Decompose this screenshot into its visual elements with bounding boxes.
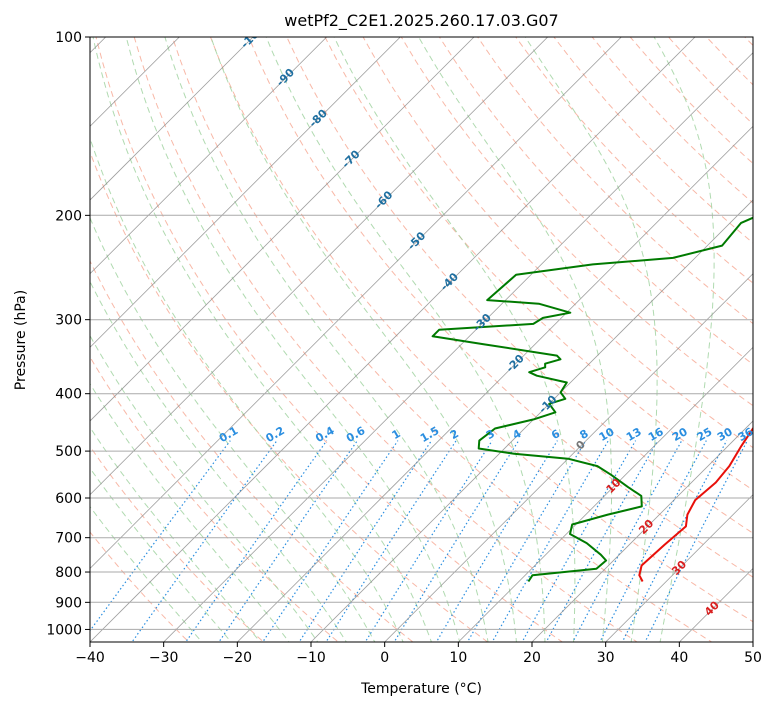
dry-adiabats xyxy=(90,37,753,642)
mixing-ratio-lines xyxy=(90,440,748,642)
moist-adiabat-line xyxy=(333,37,576,642)
mixing-ratio-line xyxy=(262,440,399,642)
mixing-ratio-line xyxy=(131,440,278,642)
mixing-ratio-line xyxy=(466,440,587,642)
x-tick-label: 30 xyxy=(597,650,615,666)
y-tick-label: 400 xyxy=(55,387,82,403)
isotherm-line xyxy=(163,52,753,642)
isotherm-line xyxy=(90,37,328,275)
isotherm-line xyxy=(90,37,180,127)
moist-adiabat-line xyxy=(92,37,432,642)
dry-adiabat-line xyxy=(515,37,753,284)
isotherm-line xyxy=(90,37,254,201)
mixing-ratio-line xyxy=(599,440,707,642)
mixing-ratio-line xyxy=(298,440,432,642)
isotherm-line xyxy=(531,420,753,642)
plot-frame xyxy=(89,36,754,643)
isotherm-line xyxy=(384,273,753,642)
x-tick-label: −10 xyxy=(296,650,326,666)
y-tick-label: 600 xyxy=(55,491,82,507)
isotherm-line xyxy=(310,199,753,642)
y-tick-label: 500 xyxy=(55,444,82,460)
isotherm-line xyxy=(236,125,753,642)
x-tick-label: 40 xyxy=(670,650,688,666)
mixing-ratio-line xyxy=(572,440,683,642)
dry-adiabat-line xyxy=(90,150,489,642)
dry-adiabat-line xyxy=(95,37,564,642)
isotherm-line xyxy=(90,37,696,642)
mixing-ratio-line xyxy=(435,440,558,642)
dry-adiabat-line xyxy=(209,37,753,623)
y-tick-label: 700 xyxy=(55,531,82,547)
profile-lines xyxy=(431,216,753,583)
isotherm-line xyxy=(457,346,753,642)
dry-adiabat-line xyxy=(324,37,753,491)
y-tick-label: 300 xyxy=(55,313,82,329)
mixing-ratio-line xyxy=(644,440,748,642)
mixing-ratio-line xyxy=(521,440,637,642)
x-tick-label: −40 xyxy=(75,650,105,666)
mixing-ratio-line xyxy=(621,440,728,642)
dry-adiabat-line xyxy=(248,37,753,578)
y-tick-label: 800 xyxy=(55,565,82,581)
dry-adiabat-line xyxy=(90,445,265,642)
isobars xyxy=(90,37,753,630)
dry-adiabat-line xyxy=(133,37,638,642)
mixing-ratio-label: 36 xyxy=(736,425,756,444)
dry-adiabat-line xyxy=(171,37,713,642)
isotherm-line xyxy=(90,37,475,422)
x-tick-label: 50 xyxy=(744,650,762,666)
chart-title: wetPf2_C2E1.2025.260.17.03.G07 xyxy=(284,11,558,31)
mixing-ratio-line xyxy=(545,440,659,642)
dry-adiabat-line xyxy=(90,356,339,642)
moist-adiabat-line xyxy=(265,37,546,642)
y-tick-label: 100 xyxy=(55,30,82,46)
temperature-profile-line xyxy=(638,426,753,582)
x-tick-label: −20 xyxy=(223,650,253,666)
y-tick-label: 900 xyxy=(55,595,82,611)
moist-adiabat-line xyxy=(90,505,203,642)
isotherm-line xyxy=(90,37,401,348)
moist-adiabat-line xyxy=(90,334,319,642)
y-tick-label: 1000 xyxy=(46,622,82,638)
y-axis-label: Pressure (hPa) xyxy=(13,290,29,390)
mixing-ratio-line xyxy=(364,440,493,642)
dewpoint-profile-line xyxy=(431,216,753,583)
mixing-ratio-line xyxy=(491,440,609,642)
isotherm-line xyxy=(90,37,622,569)
dry-adiabat-line xyxy=(362,37,753,449)
x-tick-label: 10 xyxy=(449,650,467,666)
y-tick-label: 200 xyxy=(55,208,82,224)
isotherm-line xyxy=(605,494,753,642)
x-tick-label: 0 xyxy=(380,650,389,666)
x-tick-label: 20 xyxy=(523,650,541,666)
isotherms xyxy=(90,37,753,642)
dry-adiabat-line xyxy=(90,259,414,642)
moist-adiabat-line xyxy=(418,37,613,642)
y-axis-ticks: 100 200 300 400 500 600 700 800 900 1000 xyxy=(46,30,90,638)
x-tick-label: −30 xyxy=(149,650,179,666)
moist-adiabat-line xyxy=(653,37,715,642)
x-axis-ticks: −40 −30 −20 −10 0 10 20 30 40 50 xyxy=(75,642,762,666)
isotherm-line xyxy=(90,37,549,496)
mixing-ratio-line xyxy=(325,440,457,642)
dry-adiabat-line xyxy=(90,531,190,642)
x-axis-label: Temperature (°C) xyxy=(360,681,482,697)
